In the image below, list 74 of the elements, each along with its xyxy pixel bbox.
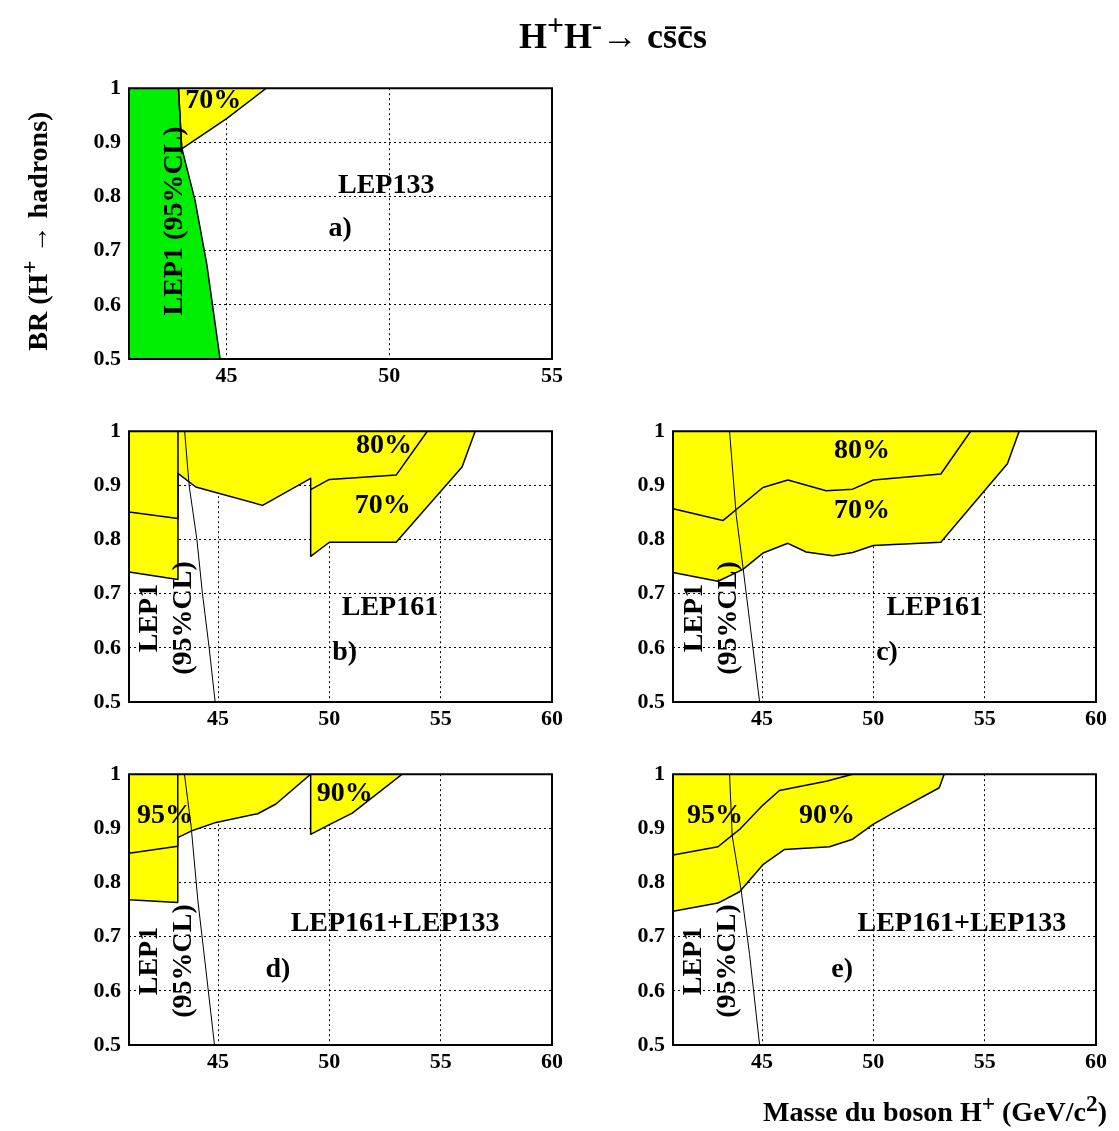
annotation: 95% — [686, 797, 743, 829]
x-tick-label: 55 — [541, 361, 563, 387]
annotation: LEP161+LEP133 — [290, 906, 500, 938]
annotation: b) — [332, 635, 358, 667]
y-tick-label: 0.6 — [93, 290, 121, 316]
x-tick-label: 45 — [751, 704, 774, 730]
y-tick-label: 0.8 — [637, 868, 665, 894]
annotation: d) — [265, 952, 291, 984]
annotation: a) — [328, 211, 352, 243]
y-tick-label: 0.9 — [637, 471, 665, 497]
y-tick-label: 0.7 — [637, 922, 665, 948]
y-tick-label: 0.7 — [93, 922, 121, 948]
annotation: 70% — [185, 82, 242, 114]
y-tick-label: 1 — [110, 416, 121, 442]
annotation: LEP161+LEP133 — [857, 906, 1067, 938]
y-tick-label: 0.6 — [637, 633, 665, 659]
x-tick-label: 50 — [378, 361, 401, 387]
y-tick-label: 0.5 — [637, 1030, 665, 1056]
y-tick-label: 1 — [654, 416, 665, 442]
y-tick-label: 0.8 — [93, 868, 121, 894]
x-tick-label: 55 — [429, 704, 452, 730]
x-axis-title: Masse du boson H$^{+}$ (GeV/c$^{2}$) — [763, 1090, 1107, 1129]
y-tick-label: 1 — [110, 759, 121, 785]
y-tick-label: 0.6 — [637, 976, 665, 1002]
annotation: LEP133 — [337, 167, 435, 199]
y-tick-label: 0.5 — [93, 1030, 121, 1056]
annotation: LEP1 (95%CL) — [676, 904, 742, 1018]
x-tick-label: 55 — [973, 704, 996, 730]
x-tick-label: 45 — [207, 704, 230, 730]
y-tick-label: 0.9 — [93, 814, 121, 840]
annotation: c) — [876, 635, 898, 667]
y-tick-label: 1 — [654, 759, 665, 785]
annotation: LEP161 — [341, 590, 439, 621]
y-tick-label: 0.5 — [637, 687, 665, 713]
annotation: 80% — [356, 427, 413, 459]
annotation: 80% — [834, 433, 891, 465]
x-tick-label: 50 — [862, 704, 885, 730]
x-tick-label: 45 — [207, 1047, 230, 1073]
annotation: LEP161 — [886, 590, 984, 621]
chart-title: H$^{+}$H$^{-}$→ cs̄c̄s — [517, 8, 709, 57]
x-tick-label: 50 — [862, 1047, 885, 1073]
y-tick-label: 0.7 — [637, 579, 665, 605]
x-tick-label: 60 — [1085, 704, 1107, 730]
x-tick-label: 55 — [973, 1047, 996, 1073]
annotation: 90% — [316, 776, 373, 808]
y-tick-label: 0.8 — [93, 525, 121, 551]
x-tick-label: 60 — [541, 704, 563, 730]
annotation: 70% — [834, 493, 891, 525]
x-tick-label: 55 — [429, 1047, 452, 1073]
y-tick-label: 0.7 — [93, 236, 121, 262]
x-tick-label: 45 — [751, 1047, 774, 1073]
y-tick-label: 0.8 — [93, 182, 121, 208]
y-tick-label: 0.6 — [93, 976, 121, 1002]
annotation: 90% — [798, 797, 855, 829]
x-tick-label: 50 — [318, 704, 341, 730]
annotation: LEP1 (95%CL) — [132, 561, 198, 675]
annotation: 70% — [354, 488, 411, 520]
y-tick-label: 0.9 — [93, 471, 121, 497]
annotation: LEP1 (95%CL) — [157, 126, 189, 316]
annotation: e) — [831, 952, 854, 984]
y-tick-label: 0.9 — [637, 814, 665, 840]
y-tick-label: 0.6 — [93, 633, 121, 659]
annotation: LEP1 (95%CL) — [677, 561, 743, 675]
x-tick-label: 50 — [318, 1047, 341, 1073]
annotation: LEP1 (95%CL) — [132, 904, 198, 1018]
y-tick-label: 0.5 — [93, 687, 121, 713]
y-tick-label: 0.9 — [93, 128, 121, 154]
x-tick-label: 60 — [1085, 1047, 1107, 1073]
y-tick-label: 1 — [110, 73, 121, 99]
x-tick-label: 60 — [541, 1047, 563, 1073]
x-tick-label: 45 — [215, 361, 238, 387]
y-tick-label: 0.7 — [93, 579, 121, 605]
y-tick-label: 0.5 — [93, 344, 121, 370]
y-tick-label: 0.8 — [637, 525, 665, 551]
